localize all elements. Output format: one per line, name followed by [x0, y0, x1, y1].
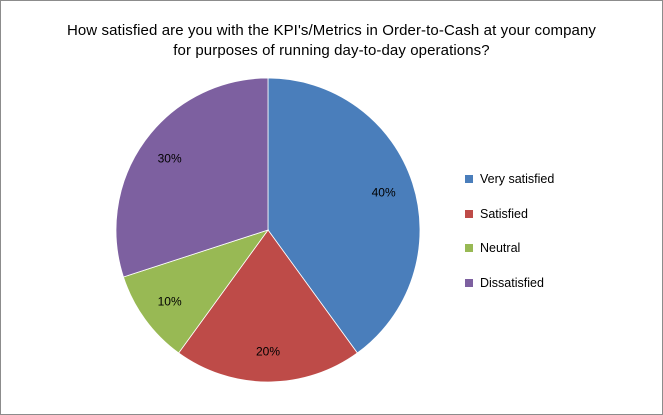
chart-legend: Very satisfied Satisfied Neutral Dissatisfi… [465, 162, 554, 300]
legend-item-very-satisfied: Very satisfied [465, 162, 554, 197]
legend-swatch [465, 175, 473, 184]
legend-swatch [465, 209, 473, 218]
data-label-dissatisfied: 30% [158, 152, 182, 166]
pie-data-labels: 40% 20% 10% 30% [158, 152, 396, 359]
legend-swatch [465, 244, 473, 253]
legend-label: Satisfied [480, 206, 528, 221]
chart-title: How satisfied are you with the KPI's/Met… [0, 21, 663, 61]
data-label-neutral: 10% [158, 294, 182, 308]
pie-slice-dissatisfied [115, 77, 269, 278]
legend-item-dissatisfied: Dissatisfied [465, 266, 554, 301]
legend-label: Dissatisfied [480, 275, 544, 290]
pie-slices [115, 77, 421, 383]
chart-title-line-2: for purposes of running day-to-day opera… [173, 42, 490, 59]
data-label-satisfied: 20% [256, 345, 280, 359]
data-label-very-satisfied: 40% [372, 185, 396, 199]
legend-label: Very satisfied [480, 172, 555, 187]
pie-slice-neutral [122, 229, 270, 354]
pie-slice-very-satisfied [267, 77, 421, 354]
chart-title-line-1: How satisfied are you with the KPI's/Met… [66, 22, 597, 39]
legend-item-neutral: Neutral [465, 231, 554, 266]
legend-item-satisfied: Satisfied [465, 197, 554, 232]
legend-label: Neutral [480, 241, 521, 256]
pie-slice-satisfied [178, 229, 358, 383]
legend-swatch [465, 278, 473, 287]
